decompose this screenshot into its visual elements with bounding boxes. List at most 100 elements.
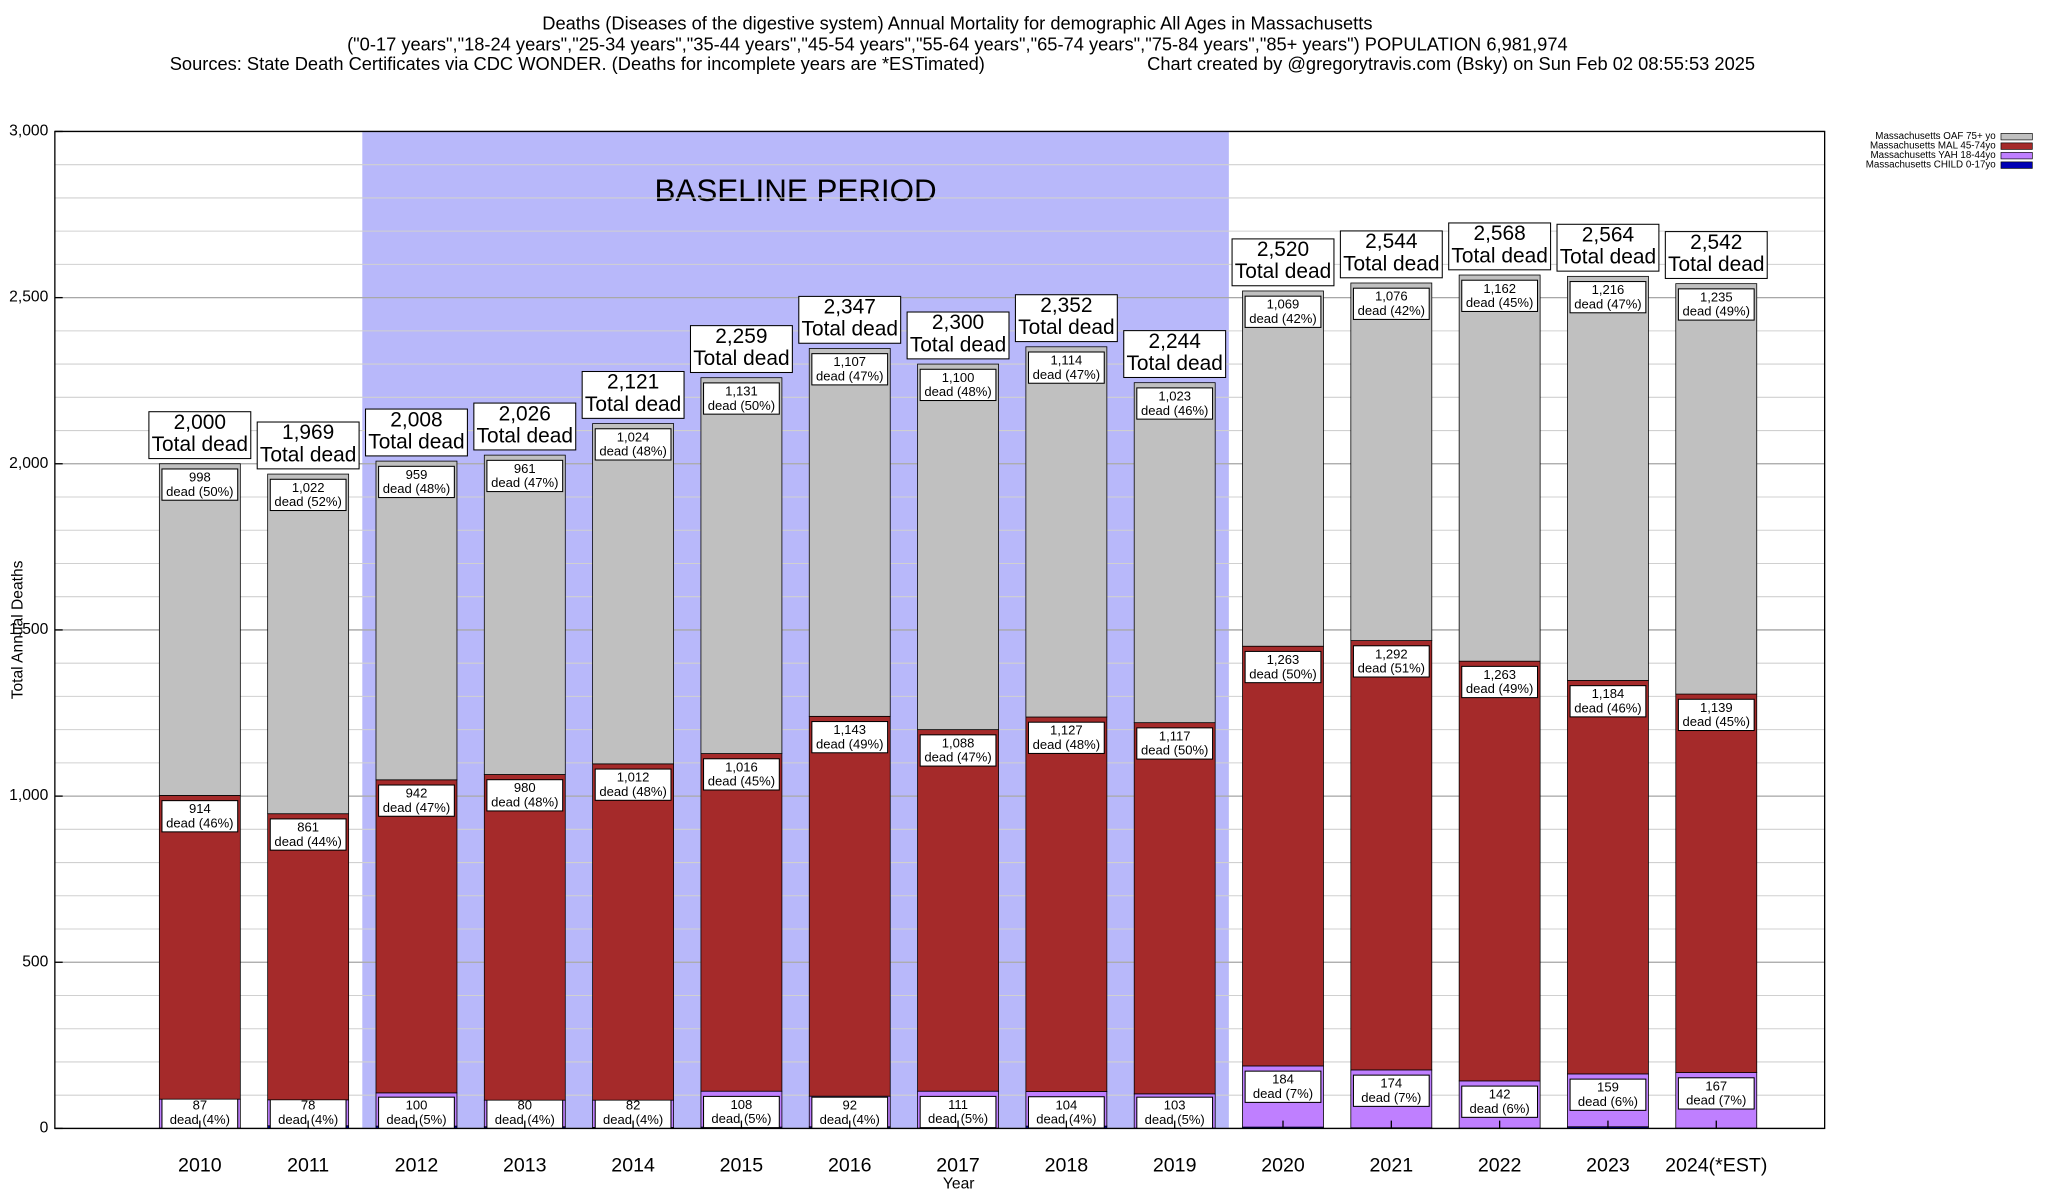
value-label: 961 bbox=[514, 461, 536, 476]
total-box bbox=[1339, 230, 1443, 279]
x-tick-label: 2012 bbox=[395, 1154, 439, 1176]
value-label-box bbox=[703, 758, 780, 791]
total-label: 2,568 bbox=[1473, 222, 1525, 245]
value-label: dead (48%) bbox=[599, 784, 666, 799]
total-box bbox=[1123, 330, 1227, 379]
x-tick-label: 2023 bbox=[1586, 1154, 1630, 1176]
value-label: dead (47%) bbox=[924, 750, 991, 765]
value-label-box bbox=[1027, 351, 1105, 384]
bar-segment bbox=[592, 763, 674, 1101]
value-label: 174 bbox=[1380, 1076, 1402, 1091]
y-tick-label: 2,000 bbox=[9, 455, 48, 472]
total-caption: Total dead bbox=[1343, 252, 1439, 275]
value-label: 159 bbox=[1597, 1080, 1619, 1095]
value-label: 998 bbox=[189, 470, 211, 485]
value-label: 1,263 bbox=[1267, 652, 1300, 667]
total-label: 2,352 bbox=[1040, 294, 1092, 317]
total-caption: Total dead bbox=[802, 318, 898, 341]
total-box bbox=[473, 402, 577, 451]
value-label: 1,114 bbox=[1051, 353, 1083, 368]
value-label: dead (42%) bbox=[1358, 303, 1425, 318]
value-label-box bbox=[1244, 1070, 1322, 1103]
total-box bbox=[689, 325, 793, 374]
total-caption: Total dead bbox=[1668, 253, 1764, 276]
value-label: 980 bbox=[514, 780, 536, 795]
value-label: dead (5%) bbox=[711, 1111, 771, 1126]
value-label-box bbox=[269, 818, 347, 851]
y-tick-label: 2,500 bbox=[9, 289, 48, 306]
bar-segment bbox=[158, 463, 241, 796]
value-label: 142 bbox=[1489, 1087, 1511, 1102]
value-label: 1,023 bbox=[1158, 388, 1191, 403]
bar-segment bbox=[1133, 722, 1216, 1095]
value-label-box bbox=[1677, 698, 1755, 732]
bar-segment bbox=[1567, 680, 1649, 1075]
total-box bbox=[1014, 294, 1118, 343]
value-label-box bbox=[1569, 281, 1647, 314]
value-label: dead (49%) bbox=[1466, 681, 1533, 696]
value-label: 1,263 bbox=[1483, 667, 1516, 682]
x-tick-label: 2022 bbox=[1478, 1154, 1522, 1176]
total-caption: Total dead bbox=[368, 430, 464, 453]
y-tick-label: 3,000 bbox=[9, 123, 48, 140]
value-label-box bbox=[1461, 1085, 1539, 1118]
value-label: 1,139 bbox=[1700, 700, 1733, 715]
value-label: dead (45%) bbox=[1466, 295, 1533, 310]
bar-segment bbox=[267, 473, 350, 815]
value-label-box bbox=[269, 478, 347, 512]
y-tick-label: 0 bbox=[40, 1120, 49, 1137]
value-label-box bbox=[1677, 288, 1755, 321]
bar-segment bbox=[808, 348, 891, 717]
value-label-box bbox=[1461, 279, 1539, 312]
value-label: dead (6%) bbox=[1470, 1101, 1530, 1116]
value-label: 1,162 bbox=[1483, 281, 1516, 296]
value-label: dead (48%) bbox=[924, 384, 991, 399]
total-box bbox=[365, 408, 468, 457]
value-label: dead (44%) bbox=[274, 834, 341, 849]
bar-segment bbox=[1350, 640, 1433, 1071]
total-label: 2,000 bbox=[174, 411, 226, 434]
value-label-box bbox=[378, 784, 455, 817]
bar-segment bbox=[1025, 716, 1108, 1092]
value-label: 103 bbox=[1164, 1098, 1186, 1113]
value-label-box bbox=[1352, 645, 1430, 678]
x-tick-label: 2014 bbox=[611, 1154, 655, 1176]
value-label: dead (48%) bbox=[491, 795, 558, 810]
value-label: 78 bbox=[301, 1098, 316, 1113]
x-tick-label: 2019 bbox=[1153, 1154, 1197, 1176]
value-label-box bbox=[1244, 295, 1322, 328]
bar-segment bbox=[1133, 382, 1216, 724]
total-box bbox=[1448, 222, 1552, 271]
total-caption: Total dead bbox=[1018, 316, 1114, 339]
x-tick-label: 2010 bbox=[178, 1154, 222, 1176]
bar-segment bbox=[808, 715, 891, 1097]
value-label: dead (50%) bbox=[1249, 666, 1316, 681]
value-label-box bbox=[1461, 665, 1539, 699]
value-label: 1,016 bbox=[725, 759, 758, 774]
total-caption: Total dead bbox=[910, 333, 1006, 356]
x-tick-label: 2021 bbox=[1370, 1154, 1414, 1176]
total-box bbox=[906, 311, 1010, 360]
total-label: 2,542 bbox=[1690, 231, 1742, 254]
total-caption: Total dead bbox=[1560, 246, 1656, 269]
legend-swatch bbox=[2000, 142, 2033, 150]
total-caption: Total dead bbox=[152, 433, 248, 456]
y-axis-label: Total Annual Deaths bbox=[9, 560, 26, 699]
value-label: dead (4%) bbox=[170, 1112, 230, 1127]
y-tick-label: 1,500 bbox=[9, 621, 48, 638]
total-caption: Total dead bbox=[1451, 244, 1547, 267]
value-label: 1,127 bbox=[1050, 723, 1083, 738]
value-label: 914 bbox=[189, 801, 211, 816]
x-tick-label: 2017 bbox=[936, 1154, 980, 1176]
value-label-box bbox=[161, 468, 239, 501]
total-label: 2,026 bbox=[499, 402, 551, 425]
bar-segment bbox=[1242, 290, 1324, 647]
value-label: 100 bbox=[406, 1098, 428, 1113]
value-label: 1,076 bbox=[1375, 289, 1408, 304]
value-label: 108 bbox=[731, 1097, 753, 1112]
value-label-box bbox=[1677, 1077, 1755, 1110]
total-box bbox=[1556, 223, 1660, 272]
total-box bbox=[1231, 238, 1335, 287]
total-label: 2,544 bbox=[1365, 230, 1417, 253]
total-caption: Total dead bbox=[1126, 352, 1222, 375]
